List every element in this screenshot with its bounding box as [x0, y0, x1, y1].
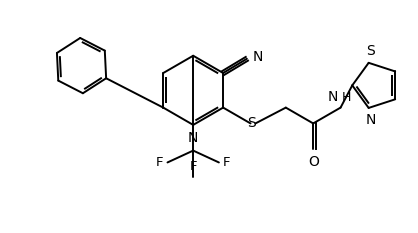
Text: N: N [188, 131, 199, 145]
Text: H: H [342, 91, 351, 104]
Text: F: F [223, 156, 230, 169]
Text: F: F [156, 156, 163, 169]
Text: S: S [366, 44, 375, 58]
Text: N: N [365, 113, 376, 127]
Text: F: F [189, 160, 197, 173]
Text: S: S [247, 116, 256, 130]
Text: N: N [253, 50, 263, 64]
Text: N: N [327, 90, 338, 104]
Text: O: O [308, 155, 319, 169]
